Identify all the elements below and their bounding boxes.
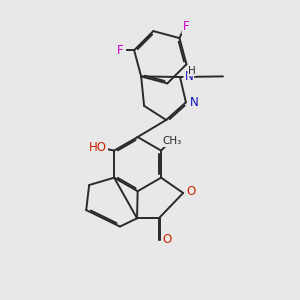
Text: O: O xyxy=(163,233,172,246)
Text: F: F xyxy=(183,20,189,33)
Text: O: O xyxy=(187,185,196,198)
Text: HO: HO xyxy=(89,141,107,154)
Text: F: F xyxy=(117,44,123,57)
Text: N: N xyxy=(190,96,199,109)
Text: H: H xyxy=(188,65,196,76)
Text: N: N xyxy=(184,70,193,83)
Text: CH₃: CH₃ xyxy=(163,136,182,146)
